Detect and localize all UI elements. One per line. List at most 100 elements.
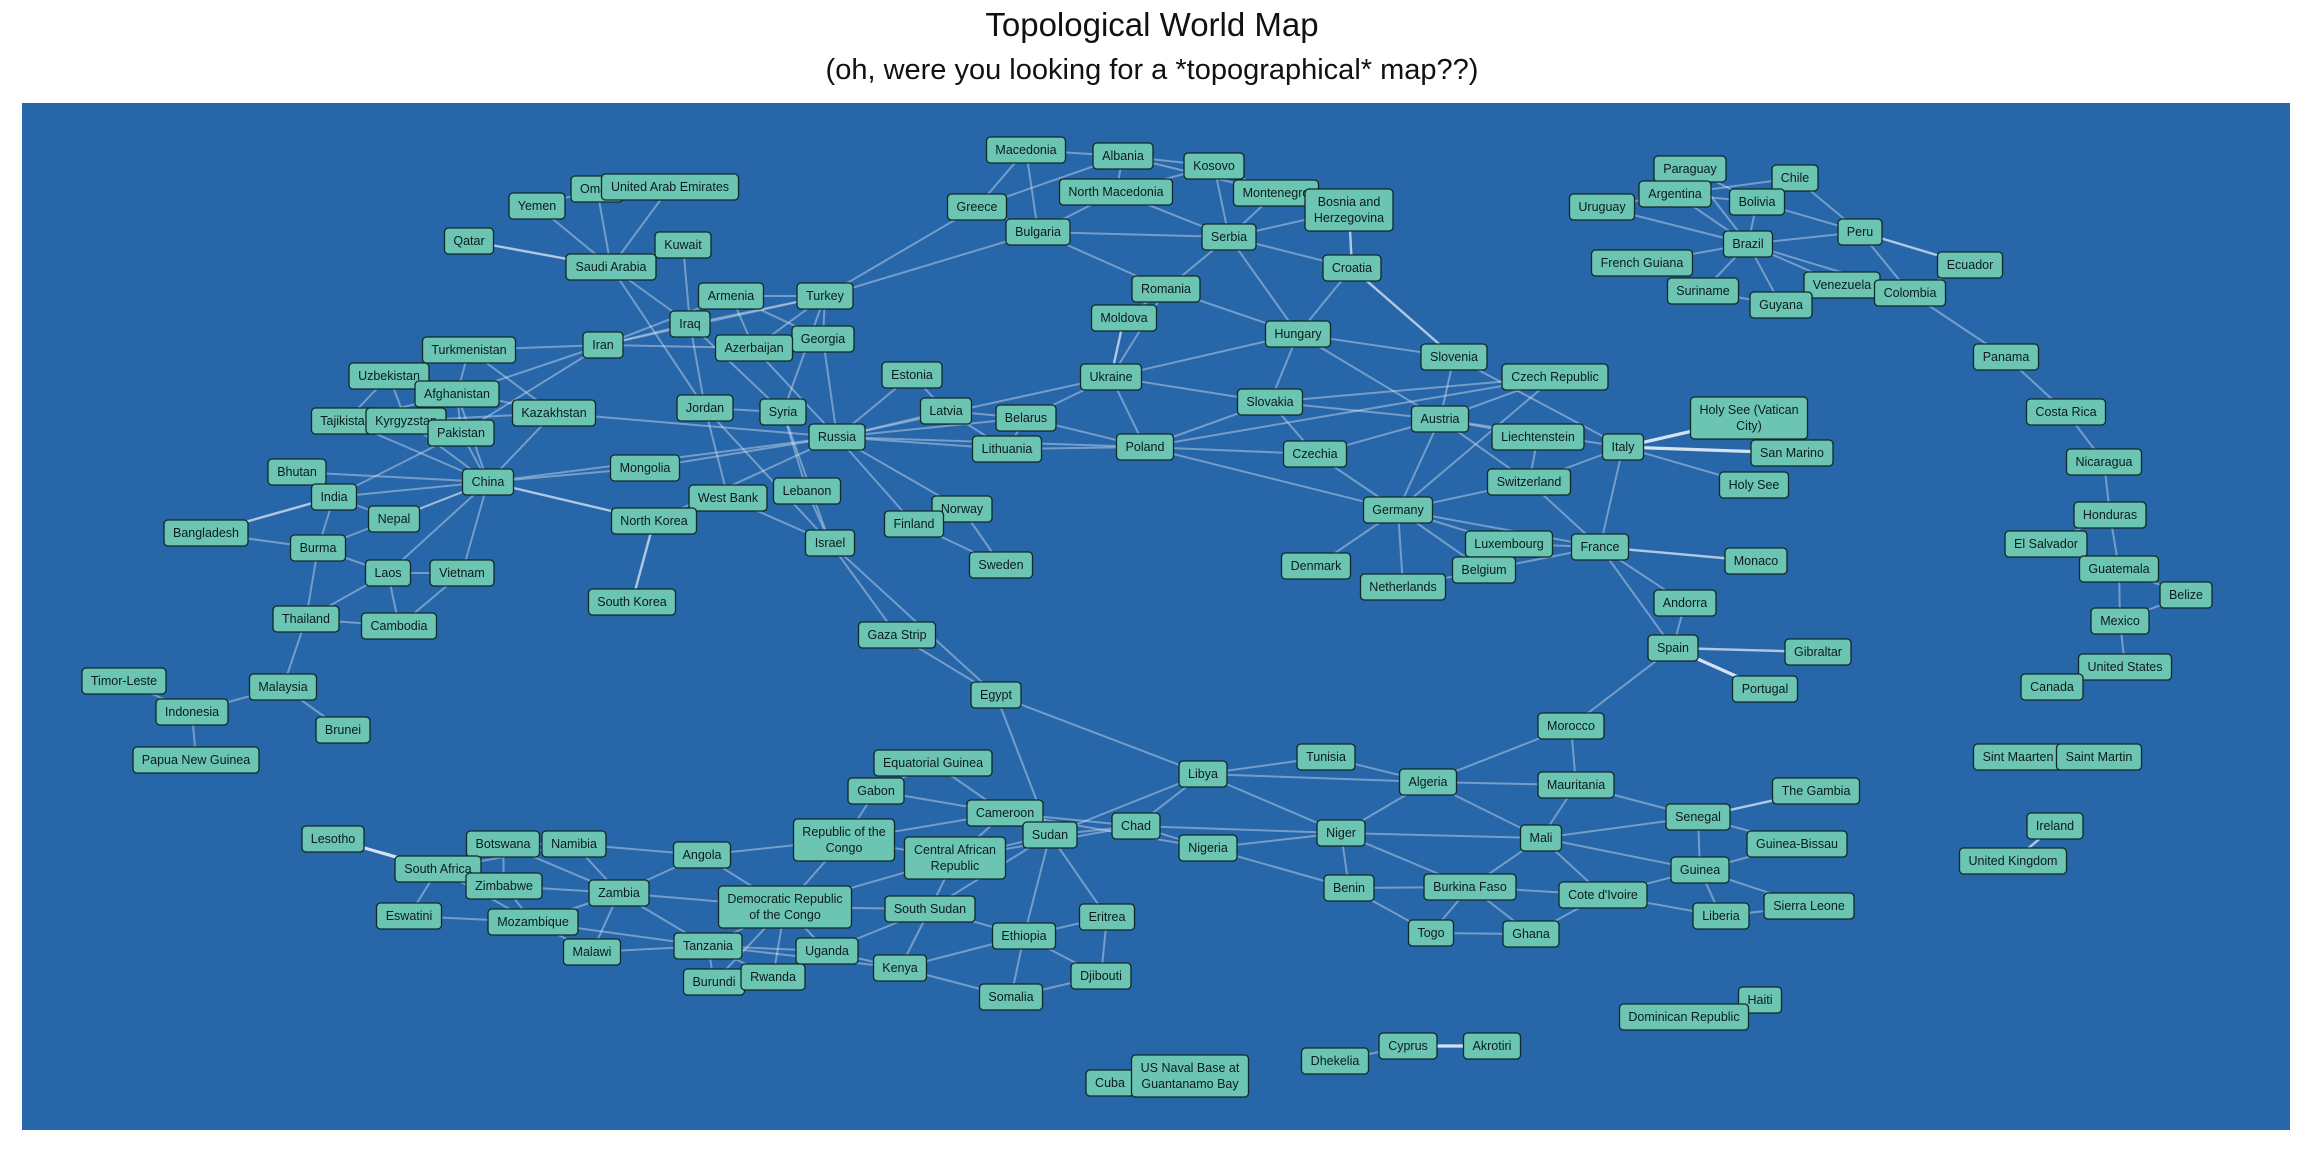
node-monaco[interactable]: Monaco bbox=[1724, 547, 1788, 575]
node-croatia[interactable]: Croatia bbox=[1322, 254, 1382, 282]
node-west-bank[interactable]: West Bank bbox=[688, 484, 768, 512]
node-belize[interactable]: Belize bbox=[2159, 581, 2213, 609]
node-saudi-arabia[interactable]: Saudi Arabia bbox=[565, 253, 657, 281]
node-denmark[interactable]: Denmark bbox=[1280, 552, 1352, 580]
node-tanzania[interactable]: Tanzania bbox=[673, 932, 743, 960]
node-the-gambia[interactable]: The Gambia bbox=[1771, 777, 1861, 805]
node-togo[interactable]: Togo bbox=[1407, 919, 1455, 947]
node-us-naval-base-at-guantanamo-bay[interactable]: US Naval Base at Guantanamo Bay bbox=[1130, 1054, 1250, 1098]
node-montenegro[interactable]: Montenegro bbox=[1232, 179, 1320, 207]
node-akrotiri[interactable]: Akrotiri bbox=[1462, 1032, 1522, 1060]
node-armenia[interactable]: Armenia bbox=[697, 282, 765, 310]
node-luxembourg[interactable]: Luxembourg bbox=[1464, 530, 1554, 558]
node-thailand[interactable]: Thailand bbox=[272, 605, 340, 633]
node-bhutan[interactable]: Bhutan bbox=[267, 458, 327, 486]
node-afghanistan[interactable]: Afghanistan bbox=[414, 380, 500, 408]
node-ethiopia[interactable]: Ethiopia bbox=[991, 922, 1057, 950]
node-ghana[interactable]: Ghana bbox=[1502, 920, 1560, 948]
node-gabon[interactable]: Gabon bbox=[847, 777, 905, 805]
node-moldova[interactable]: Moldova bbox=[1090, 304, 1158, 332]
node-sierra-leone[interactable]: Sierra Leone bbox=[1763, 892, 1855, 920]
node-gibraltar[interactable]: Gibraltar bbox=[1784, 638, 1852, 666]
node-tajikistan[interactable]: Tajikistan bbox=[310, 407, 382, 435]
node-lithuania[interactable]: Lithuania bbox=[971, 435, 1043, 463]
node-belarus[interactable]: Belarus bbox=[995, 404, 1057, 432]
node-mexico[interactable]: Mexico bbox=[2090, 607, 2150, 635]
node-azerbaijan[interactable]: Azerbaijan bbox=[714, 334, 794, 362]
node-egypt[interactable]: Egypt bbox=[970, 681, 1022, 709]
node-zambia[interactable]: Zambia bbox=[588, 879, 650, 907]
node-kyrgyzstan[interactable]: Kyrgyzstan bbox=[365, 407, 447, 435]
node-panama[interactable]: Panama bbox=[1972, 343, 2040, 371]
node-slovakia[interactable]: Slovakia bbox=[1236, 388, 1304, 416]
node-slovenia[interactable]: Slovenia bbox=[1420, 343, 1488, 371]
node-brunei[interactable]: Brunei bbox=[315, 716, 371, 744]
node-syria[interactable]: Syria bbox=[759, 398, 807, 426]
node-niger[interactable]: Niger bbox=[1316, 819, 1366, 847]
node-saint-martin[interactable]: Saint Martin bbox=[2055, 743, 2143, 771]
node-malawi[interactable]: Malawi bbox=[562, 938, 622, 966]
node-georgia[interactable]: Georgia bbox=[791, 325, 855, 353]
node-dominican-republic[interactable]: Dominican Republic bbox=[1618, 1003, 1750, 1031]
node-guatemala[interactable]: Guatemala bbox=[2078, 555, 2160, 583]
node-somalia[interactable]: Somalia bbox=[978, 983, 1044, 1011]
node-rwanda[interactable]: Rwanda bbox=[740, 963, 806, 991]
node-cambodia[interactable]: Cambodia bbox=[360, 612, 438, 640]
node-eswatini[interactable]: Eswatini bbox=[375, 902, 443, 930]
node-hungary[interactable]: Hungary bbox=[1264, 320, 1332, 348]
node-ireland[interactable]: Ireland bbox=[2026, 812, 2084, 840]
node-suriname[interactable]: Suriname bbox=[1666, 277, 1740, 305]
node-israel[interactable]: Israel bbox=[804, 529, 856, 557]
node-guinea-bissau[interactable]: Guinea-Bissau bbox=[1746, 830, 1848, 858]
node-cyprus[interactable]: Cyprus bbox=[1378, 1032, 1438, 1060]
node-guinea[interactable]: Guinea bbox=[1670, 856, 1730, 884]
node-nigeria[interactable]: Nigeria bbox=[1178, 834, 1238, 862]
node-poland[interactable]: Poland bbox=[1115, 433, 1175, 461]
node-botswana[interactable]: Botswana bbox=[465, 830, 541, 858]
node-paraguay[interactable]: Paraguay bbox=[1653, 155, 1727, 183]
node-argentina[interactable]: Argentina bbox=[1638, 180, 1712, 208]
node-uzbekistan[interactable]: Uzbekistan bbox=[348, 362, 430, 390]
node-angola[interactable]: Angola bbox=[672, 841, 732, 869]
node-algeria[interactable]: Algeria bbox=[1398, 768, 1458, 796]
node-peru[interactable]: Peru bbox=[1837, 218, 1883, 246]
node-burundi[interactable]: Burundi bbox=[682, 968, 746, 996]
node-latvia[interactable]: Latvia bbox=[919, 397, 973, 425]
node-venezuela[interactable]: Venezuela bbox=[1803, 271, 1881, 299]
node-kosovo[interactable]: Kosovo bbox=[1183, 152, 1245, 180]
node-honduras[interactable]: Honduras bbox=[2073, 501, 2147, 529]
node-democratic-republic-of-the-congo[interactable]: Democratic Republic of the Congo bbox=[717, 885, 853, 929]
node-central-african-republic[interactable]: Central African Republic bbox=[903, 836, 1007, 880]
node-ecuador[interactable]: Ecuador bbox=[1936, 251, 2004, 279]
node-estonia[interactable]: Estonia bbox=[881, 361, 943, 389]
node-el-salvador[interactable]: El Salvador bbox=[2004, 530, 2088, 558]
node-cuba[interactable]: Cuba bbox=[1085, 1069, 1135, 1097]
node-sint-maarten[interactable]: Sint Maarten bbox=[1972, 743, 2064, 771]
node-india[interactable]: India bbox=[310, 483, 358, 511]
node-czech-republic[interactable]: Czech Republic bbox=[1501, 363, 1609, 391]
node-norway[interactable]: Norway bbox=[931, 495, 993, 523]
node-holy-see[interactable]: Holy See bbox=[1718, 471, 1790, 499]
node-guyana[interactable]: Guyana bbox=[1749, 291, 1813, 319]
node-tunisia[interactable]: Tunisia bbox=[1296, 743, 1356, 771]
node-kuwait[interactable]: Kuwait bbox=[654, 231, 712, 259]
node-kenya[interactable]: Kenya bbox=[872, 954, 928, 982]
node-senegal[interactable]: Senegal bbox=[1665, 803, 1731, 831]
node-timor-leste[interactable]: Timor-Leste bbox=[81, 667, 167, 695]
node-united-states[interactable]: United States bbox=[2077, 653, 2173, 681]
node-finland[interactable]: Finland bbox=[883, 510, 945, 538]
node-yemen[interactable]: Yemen bbox=[508, 192, 566, 220]
node-mozambique[interactable]: Mozambique bbox=[487, 908, 579, 936]
node-haiti[interactable]: Haiti bbox=[1737, 986, 1783, 1014]
node-gaza-strip[interactable]: Gaza Strip bbox=[857, 621, 937, 649]
node-libya[interactable]: Libya bbox=[1178, 760, 1228, 788]
node-greece[interactable]: Greece bbox=[946, 193, 1008, 221]
node-macedonia[interactable]: Macedonia bbox=[985, 136, 1067, 164]
node-bolivia[interactable]: Bolivia bbox=[1728, 188, 1786, 216]
node-south-africa[interactable]: South Africa bbox=[394, 855, 482, 883]
node-south-korea[interactable]: South Korea bbox=[587, 588, 677, 616]
node-benin[interactable]: Benin bbox=[1323, 874, 1375, 902]
node-czechia[interactable]: Czechia bbox=[1282, 440, 1348, 468]
node-namibia[interactable]: Namibia bbox=[541, 830, 607, 858]
node-papua-new-guinea[interactable]: Papua New Guinea bbox=[132, 746, 260, 774]
